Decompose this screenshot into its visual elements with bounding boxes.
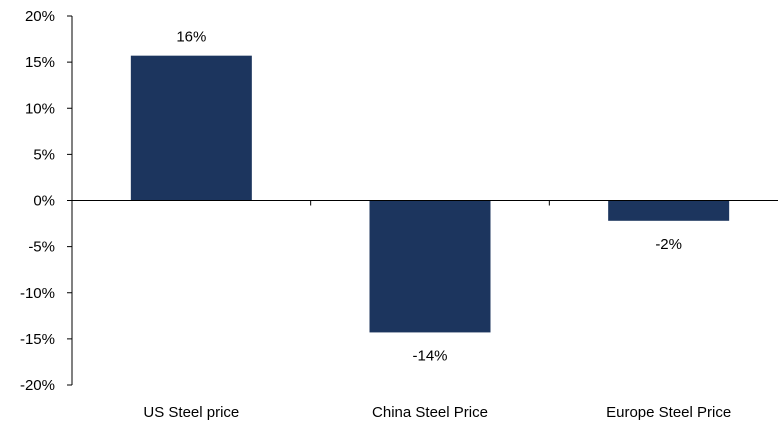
data-label: -14% bbox=[412, 347, 447, 364]
y-tick-label: 0% bbox=[33, 193, 55, 210]
bar bbox=[608, 200, 730, 221]
y-tick-label: 20% bbox=[25, 8, 55, 25]
category-label: Europe Steel Price bbox=[606, 404, 731, 421]
category-labels: US Steel price China Steel Price Europe St… bbox=[143, 404, 731, 421]
data-label: -2% bbox=[655, 236, 682, 253]
data-label: 16% bbox=[176, 29, 206, 46]
bars bbox=[130, 55, 730, 333]
y-tick-label: -20% bbox=[20, 377, 55, 394]
y-tick-label: 10% bbox=[25, 100, 55, 117]
y-axis: 20% 15% 10% 5% 0% -5% -10% -15% -20% bbox=[20, 8, 73, 394]
y-tick-label: 5% bbox=[33, 146, 55, 163]
y-tick-label: -5% bbox=[28, 239, 55, 256]
bar bbox=[130, 55, 252, 201]
y-tick-label: -10% bbox=[20, 285, 55, 302]
bar bbox=[369, 200, 491, 333]
data-labels: 16% -14% -2% bbox=[176, 29, 682, 365]
x-axis bbox=[72, 200, 778, 206]
category-label: US Steel price bbox=[143, 404, 239, 421]
y-tick-label: -15% bbox=[20, 331, 55, 348]
category-label: China Steel Price bbox=[372, 404, 488, 421]
y-tick-label: 15% bbox=[25, 54, 55, 71]
